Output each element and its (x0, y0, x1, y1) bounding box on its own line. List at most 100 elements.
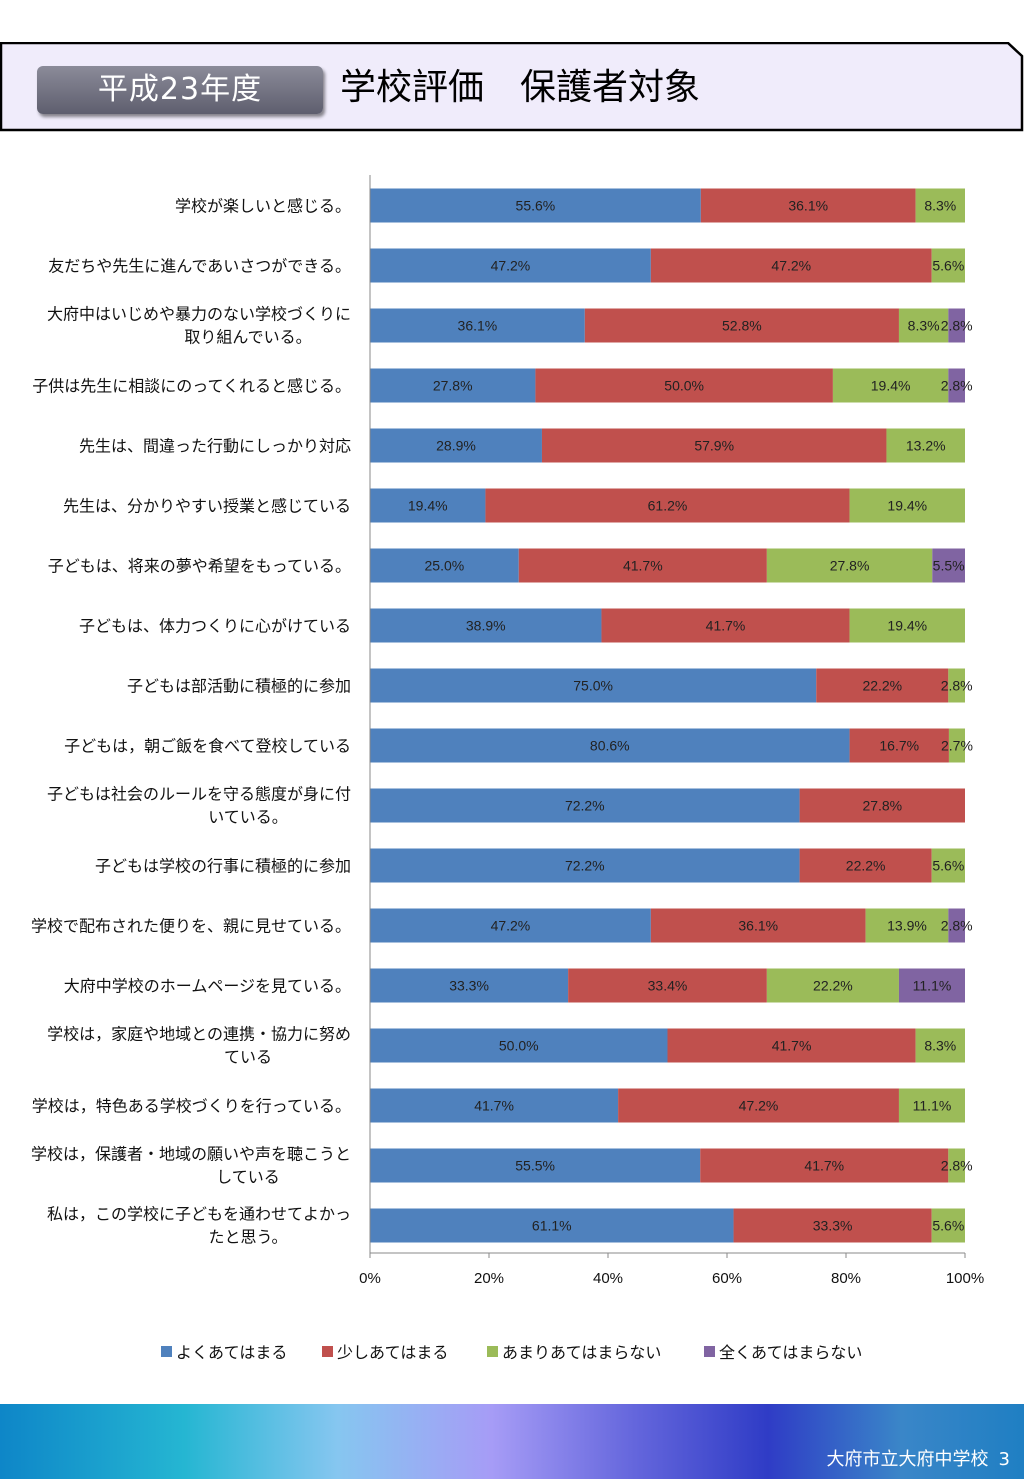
bar-segment (849, 728, 949, 763)
data-label: 11.1% (913, 1098, 952, 1114)
data-label: 55.5% (515, 1158, 555, 1174)
bar-segment (915, 188, 965, 223)
category-label: 子どもは、将来の夢や希望をもっている。 (48, 557, 351, 576)
x-tick-label: 100% (946, 1270, 984, 1287)
category-label: 大府中学校のホームページを見ている。 (64, 977, 351, 996)
bar-segment (948, 368, 965, 403)
data-label: 5.5% (933, 558, 965, 574)
bar-segment (370, 428, 542, 463)
bar-segment (948, 728, 965, 763)
bar-segment (849, 608, 965, 643)
footer-band: 大府市立大府中学校 3 (0, 1404, 1024, 1479)
data-label: 2.8% (941, 918, 973, 934)
data-label: 72.2% (565, 858, 605, 874)
bar-segment (518, 548, 767, 583)
bar-segment (948, 1148, 965, 1183)
bar-segment (370, 1088, 619, 1123)
bar-segment (898, 308, 949, 343)
data-label: 8.3% (908, 318, 940, 334)
bar-segment (898, 1088, 965, 1123)
bar-segment (370, 908, 651, 943)
category-label: 子どもは部活動に積極的に参加 (127, 677, 351, 696)
bar-segment (370, 368, 536, 403)
data-label: 2.8% (941, 378, 973, 394)
data-label: 33.4% (648, 978, 688, 994)
data-label: 47.2% (771, 258, 811, 274)
category-label: 子供は先生に相談にのってくれると感じる。 (32, 377, 351, 396)
bar-segment (541, 428, 887, 463)
bar-segment (370, 668, 817, 703)
bar-segment (931, 848, 965, 883)
data-label: 50.0% (664, 378, 704, 394)
x-tick-label: 0% (359, 1270, 381, 1287)
data-label: 2.8% (941, 678, 973, 694)
category-label: 学校が楽しいと感じる。 (175, 197, 351, 216)
legend-label: 全くあてはまらない (719, 1343, 862, 1362)
data-label: 57.9% (694, 438, 734, 454)
data-label: 2.7% (941, 738, 973, 754)
footer-school-page: 大府市立大府中学校 3 (827, 1445, 1010, 1471)
bar-segment (766, 968, 899, 1003)
data-label: 47.2% (491, 918, 531, 934)
data-label: 61.2% (648, 498, 688, 514)
data-label: 27.8% (862, 798, 902, 814)
data-label: 19.4% (887, 498, 927, 514)
bar-segment (700, 188, 916, 223)
data-label: 47.2% (739, 1098, 779, 1114)
bar-segment (370, 308, 585, 343)
bar-segment (568, 968, 767, 1003)
data-label: 72.2% (565, 798, 605, 814)
bar-segment (370, 488, 486, 523)
data-label: 80.6% (590, 738, 630, 754)
legend-swatch (704, 1346, 715, 1357)
category-label: 子どもは学校の行事に積極的に参加 (95, 857, 351, 876)
bar-segment (865, 908, 949, 943)
category-label: 子どもは社会のルールを守る態度が身に付いている。 (47, 785, 351, 827)
data-label: 41.7% (804, 1158, 844, 1174)
stacked-bar-chart: 55.6% 36.1% 8.3% 学校が楽しいと感じる。 47.2% 47.2% 5.6% 友… (31, 175, 984, 1287)
category-label: 子どもは，朝ご飯を食べて登校している (64, 737, 351, 756)
category-label: 友だちや先生に進んであいさつができる。 (48, 257, 351, 276)
category-label: 先生は、間違った行動にしっかり対応 (79, 437, 351, 456)
x-tick-label: 20% (474, 1270, 504, 1287)
bar-segment (370, 968, 569, 1003)
data-label: 41.7% (772, 1038, 812, 1054)
data-label: 36.1% (458, 318, 498, 334)
legend-swatch (322, 1346, 333, 1357)
data-label: 8.3% (924, 198, 956, 214)
data-label: 19.4% (408, 498, 448, 514)
bar-segment (650, 248, 932, 283)
bar-segment (799, 788, 965, 823)
data-label: 2.8% (941, 318, 973, 334)
data-label: 27.8% (830, 558, 870, 574)
data-label: 52.8% (722, 318, 762, 334)
data-label: 41.7% (706, 618, 746, 634)
data-label: 13.9% (887, 918, 927, 934)
data-label: 36.1% (738, 918, 778, 934)
bar-segment (886, 428, 965, 463)
data-label: 19.4% (871, 378, 911, 394)
data-label: 22.2% (846, 858, 886, 874)
bar-segment (618, 1088, 899, 1123)
data-label: 38.9% (466, 618, 506, 634)
data-label: 28.9% (436, 438, 476, 454)
page-title: 学校評価 保護者対象 (340, 67, 701, 108)
footer-page-number: 3 (998, 1449, 1010, 1470)
legend-swatch (161, 1346, 172, 1357)
bar-segment (816, 668, 949, 703)
category-label: 子どもは、体力つくりに心がけている (79, 617, 351, 636)
bar-segment (915, 1028, 965, 1063)
category-label: 学校は，家庭や地域との連携・協力に努めている (47, 1025, 351, 1067)
bar-segment (650, 908, 866, 943)
bar-segment (948, 668, 965, 703)
chart-legend: よくあてはまる 少しあてはまる あまりあてはまらない 全くあてはまらない (161, 1343, 862, 1362)
x-tick-label: 40% (593, 1270, 623, 1287)
data-label: 22.2% (862, 678, 902, 694)
data-label: 41.7% (474, 1098, 514, 1114)
category-label: 学校は，特色ある学校づくりを行っている。 (32, 1097, 351, 1116)
x-tick-label: 60% (712, 1270, 742, 1287)
bar-segment (601, 608, 850, 643)
legend-label: よくあてはまる (176, 1343, 287, 1362)
data-label: 41.7% (623, 558, 663, 574)
bar-segment (932, 548, 965, 583)
